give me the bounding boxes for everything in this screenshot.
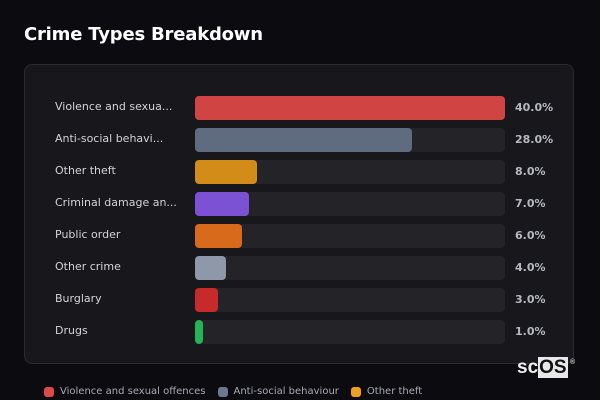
bar-label: Other crime: [55, 260, 121, 273]
legend-swatch-icon: [350, 386, 361, 397]
bar-row[interactable]: Public order 6.0%: [25, 224, 573, 248]
registered-icon: ®: [570, 359, 576, 366]
bar-fill[interactable]: [195, 256, 226, 280]
bar-label: Anti-social behavi...: [55, 132, 164, 145]
bar-fill[interactable]: [195, 224, 242, 248]
bar-track: [195, 128, 505, 152]
bar-row[interactable]: Anti-social behavi... 28.0%: [25, 128, 573, 152]
bar-value: 8.0%: [515, 165, 546, 178]
bar-value: 3.0%: [515, 293, 546, 306]
legend-swatch-icon: [44, 386, 54, 397]
bar-row[interactable]: Criminal damage an... 7.0%: [25, 192, 573, 216]
bar-label: Violence and sexua...: [55, 100, 173, 113]
legend-label: Anti-social behaviour: [233, 386, 339, 397]
legend: Violence and sexual offences Anti-social …: [44, 386, 422, 397]
legend-item[interactable]: Anti-social behaviour: [217, 386, 339, 397]
legend-item[interactable]: Violence and sexual offences: [44, 386, 206, 397]
bar-row[interactable]: Other theft 8.0%: [25, 160, 573, 184]
legend-label: Violence and sexual offences: [60, 386, 206, 397]
legend-label: Other theft: [366, 386, 423, 397]
bar-label: Drugs: [55, 324, 88, 337]
bar-row[interactable]: Drugs 1.0%: [25, 320, 573, 344]
bar-value: 1.0%: [515, 325, 546, 338]
bar-fill[interactable]: [195, 96, 505, 120]
bar-fill[interactable]: [195, 128, 412, 152]
bar-fill[interactable]: [195, 160, 257, 184]
bar-value: 28.0%: [515, 133, 554, 146]
bar-fill[interactable]: [195, 192, 249, 216]
bar-value: 40.0%: [515, 101, 554, 114]
legend-item[interactable]: Other theft: [350, 386, 423, 397]
bar-label: Criminal damage an...: [55, 196, 177, 209]
bar-fill[interactable]: [195, 288, 218, 312]
chart-card: Violence and sexua... 40.0% Anti-social be…: [24, 64, 574, 364]
watermark-logo: scOS ®: [517, 357, 575, 378]
bar-track: [195, 192, 505, 216]
bar-label: Public order: [55, 228, 121, 241]
bar-track: [195, 256, 505, 280]
legend-swatch-icon: [217, 386, 228, 397]
bar-track: [195, 320, 505, 344]
bar-value: 6.0%: [515, 229, 546, 242]
bar-track: [195, 96, 505, 120]
bar-value: 7.0%: [515, 197, 546, 210]
bar-value: 4.0%: [515, 261, 546, 274]
bar-track: [195, 224, 505, 248]
bar-track: [195, 288, 505, 312]
bar-label: Burglary: [55, 292, 102, 305]
bar-fill[interactable]: [195, 320, 203, 344]
bar-label: Other theft: [55, 164, 116, 177]
watermark-sc: sc: [517, 357, 539, 378]
bar-track: [195, 160, 505, 184]
bar-row[interactable]: Violence and sexua... 40.0%: [25, 96, 573, 120]
bar-row[interactable]: Burglary 3.0%: [25, 288, 573, 312]
chart-title: Crime Types Breakdown: [24, 24, 263, 45]
watermark-os: OS: [538, 357, 568, 378]
bar-row[interactable]: Other crime 4.0%: [25, 256, 573, 280]
